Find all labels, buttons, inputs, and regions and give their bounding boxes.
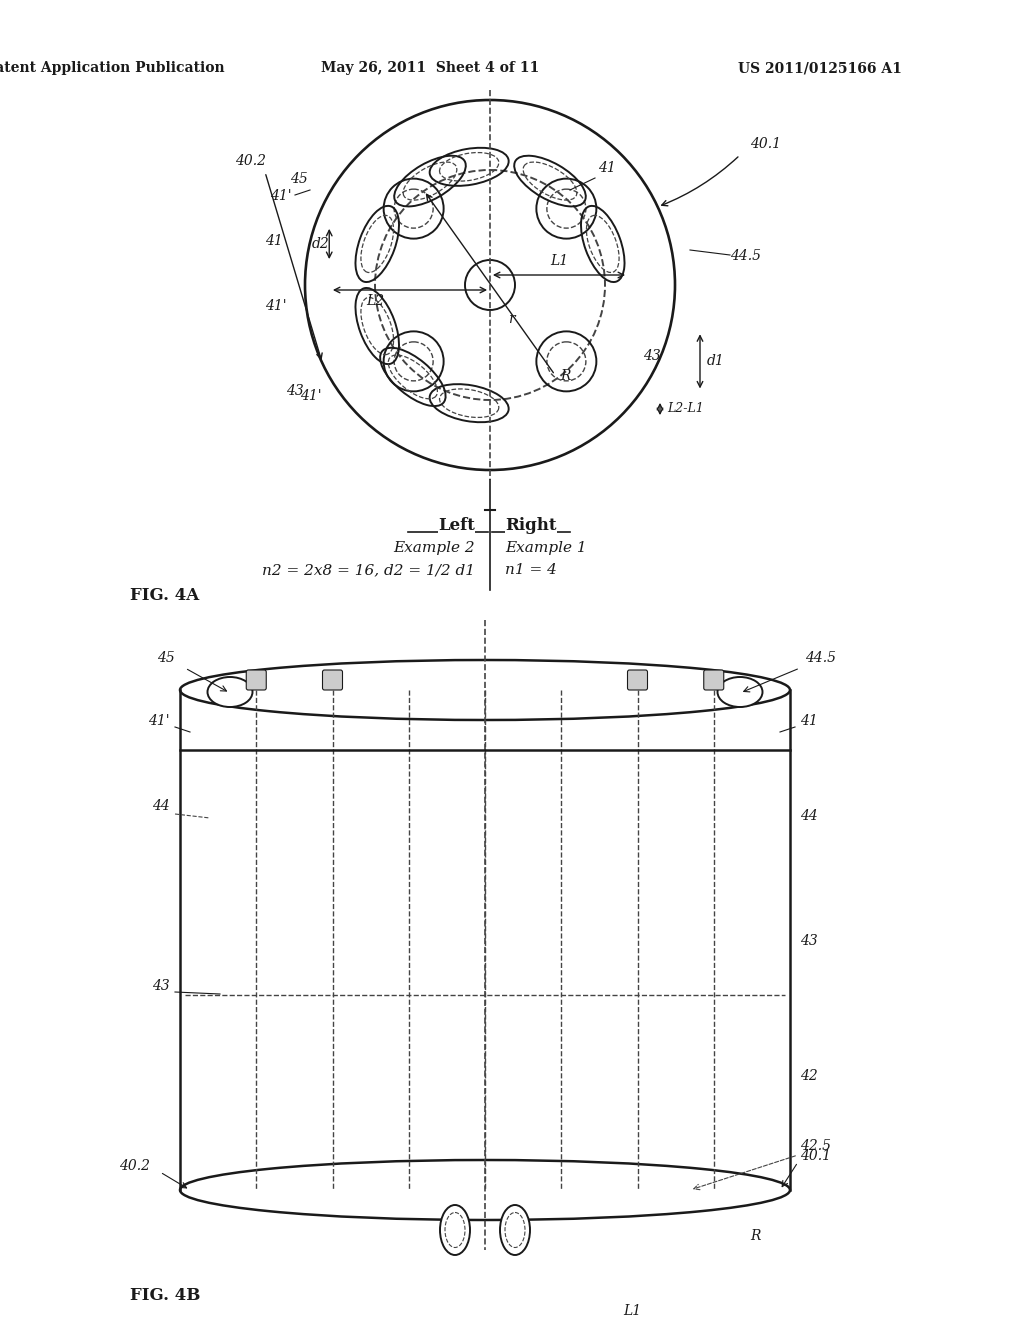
Text: 45: 45 (290, 172, 308, 186)
FancyBboxPatch shape (628, 671, 647, 690)
Text: L2-L1: L2-L1 (667, 403, 703, 416)
Text: 40.2: 40.2 (234, 154, 266, 168)
Text: 42: 42 (800, 1069, 818, 1082)
Text: 41: 41 (800, 714, 818, 729)
Text: Left: Left (438, 516, 475, 533)
Text: 41': 41' (265, 300, 287, 313)
FancyBboxPatch shape (703, 671, 724, 690)
Text: 44: 44 (153, 799, 170, 813)
Text: 43: 43 (286, 384, 304, 399)
Ellipse shape (500, 1205, 530, 1255)
Text: L1: L1 (624, 1304, 642, 1317)
Text: n1 = 4: n1 = 4 (505, 564, 557, 577)
Text: 40.2: 40.2 (119, 1159, 150, 1173)
FancyBboxPatch shape (323, 671, 342, 690)
Text: May 26, 2011  Sheet 4 of 11: May 26, 2011 Sheet 4 of 11 (321, 61, 539, 75)
Text: 41': 41' (148, 714, 170, 729)
FancyBboxPatch shape (246, 671, 266, 690)
Text: L2: L2 (366, 294, 384, 308)
Text: R: R (750, 1229, 760, 1243)
Text: R: R (560, 370, 570, 383)
Ellipse shape (718, 677, 763, 708)
Text: 44: 44 (800, 809, 818, 822)
Ellipse shape (440, 1205, 470, 1255)
Text: Example 2: Example 2 (393, 541, 475, 554)
Text: Patent Application Publication: Patent Application Publication (0, 61, 225, 75)
Text: L1: L1 (550, 253, 568, 268)
Text: US 2011/0125166 A1: US 2011/0125166 A1 (738, 61, 902, 75)
Text: r: r (508, 312, 515, 326)
Text: FIG. 4B: FIG. 4B (130, 1287, 201, 1304)
Text: d2: d2 (311, 238, 329, 251)
Text: 43: 43 (800, 935, 818, 948)
Text: 40.1: 40.1 (800, 1148, 831, 1163)
Text: n2 = 2x8 = 16, d2 = 1/2 d1: n2 = 2x8 = 16, d2 = 1/2 d1 (262, 564, 475, 577)
Text: 42.5: 42.5 (800, 1139, 831, 1152)
Text: 41': 41' (300, 389, 322, 403)
Text: 41: 41 (265, 234, 283, 248)
Text: 43: 43 (643, 348, 660, 363)
Text: 44.5: 44.5 (730, 249, 761, 263)
Text: 41': 41' (270, 189, 292, 203)
Text: d1: d1 (707, 354, 725, 368)
Text: 43: 43 (153, 979, 170, 993)
Text: 44.5: 44.5 (805, 651, 836, 665)
Text: 45: 45 (158, 651, 175, 665)
Text: 41: 41 (598, 161, 615, 176)
Text: 40.1: 40.1 (750, 137, 781, 150)
Text: Example 1: Example 1 (505, 541, 587, 554)
Text: FIG. 4A: FIG. 4A (130, 587, 200, 605)
Text: Right: Right (505, 516, 556, 533)
Ellipse shape (208, 677, 253, 708)
